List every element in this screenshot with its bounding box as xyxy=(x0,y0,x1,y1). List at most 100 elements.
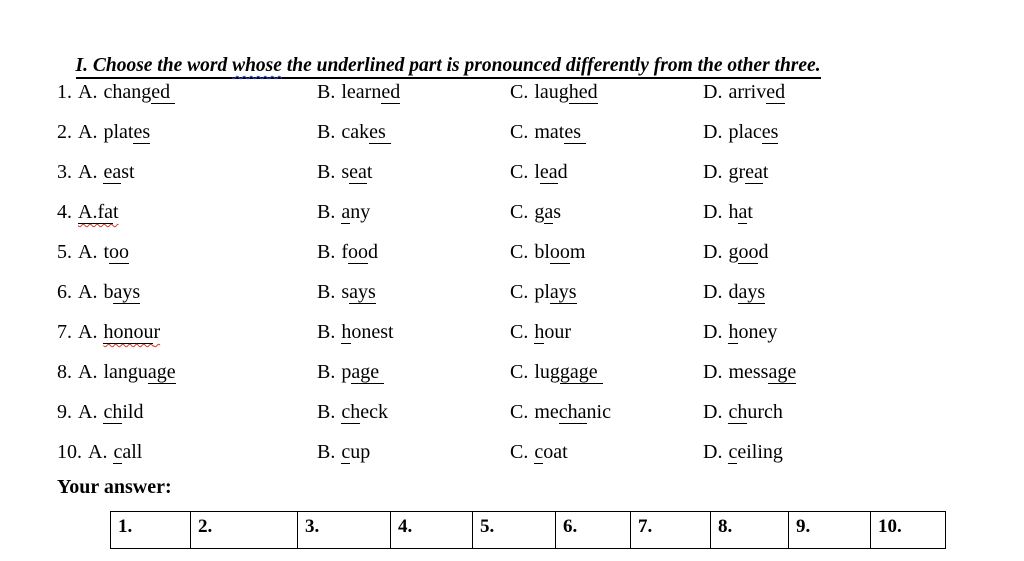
option-letter: C. xyxy=(510,120,529,143)
word-part: chang xyxy=(103,80,152,103)
option-letter: D. xyxy=(703,120,723,143)
word-part: pl xyxy=(534,281,550,304)
option-letter: B. xyxy=(317,281,336,304)
option-cell: C. lead xyxy=(510,160,703,184)
option-word: call xyxy=(113,441,142,465)
word-part: r xyxy=(153,321,161,344)
answer-cell[interactable]: 5. xyxy=(472,511,556,549)
option-cell: 3. A. east xyxy=(57,160,317,184)
word-part: t xyxy=(112,200,119,223)
underlined-part: c xyxy=(341,441,351,465)
option-letter: C. xyxy=(510,80,529,103)
underlined-part: a xyxy=(544,200,554,224)
option-cell: B. cup xyxy=(317,441,510,465)
underlined-part: c xyxy=(728,441,738,465)
question-row: 7. A. honour B. honest C. hour D. honey xyxy=(57,313,963,353)
option-letter: A. xyxy=(88,441,108,464)
option-word: ceiling xyxy=(728,441,783,465)
question-list: 1. A. changed B. learned C. laughed D. arrived 2… xyxy=(57,72,963,473)
option-letter: C. xyxy=(510,321,529,344)
answer-cell[interactable]: 2. xyxy=(190,511,298,549)
answer-cell[interactable]: 6. xyxy=(555,511,631,549)
question-number: 7. xyxy=(57,321,72,344)
word-part: ild xyxy=(122,401,144,424)
option-letter: B. xyxy=(317,321,336,344)
option-letter: D. xyxy=(703,80,723,103)
title-prefix: I. Choose the word xyxy=(75,55,233,76)
option-cell: C. laughed xyxy=(510,80,703,104)
underlined-part: ays xyxy=(738,281,766,305)
question-row: 5. A. too B. food C. bloom D. good xyxy=(57,232,963,272)
question-row: 10. A. call B. cup C. coat D. ceiling xyxy=(57,433,963,473)
option-cell: 1. A. changed xyxy=(57,80,317,104)
underlined-part: a xyxy=(738,200,748,224)
answer-cell[interactable]: 10. xyxy=(870,511,946,549)
option-letter: A. xyxy=(78,361,98,384)
option-word: too xyxy=(103,240,130,264)
option-cell: C. bloom xyxy=(510,240,703,264)
option-cell: D. church xyxy=(703,401,963,425)
option-cell: C. gas xyxy=(510,200,703,224)
answer-cell[interactable]: 8. xyxy=(710,511,789,549)
question-row: 2. A. plates B. cakes C. mates D. places xyxy=(57,112,963,152)
underlined-part: ays xyxy=(349,281,376,305)
option-word: check xyxy=(341,401,388,425)
option-letter: A. xyxy=(78,401,98,424)
option-letter: A. xyxy=(78,321,98,344)
option-cell: 10. A. call xyxy=(57,441,317,465)
option-letter: C. xyxy=(510,281,529,304)
word-part: plat xyxy=(103,120,134,143)
underlined-part: ch xyxy=(103,401,123,425)
underlined-part: es xyxy=(761,120,779,144)
option-letter: A. xyxy=(78,120,98,143)
option-word: hat xyxy=(728,200,753,224)
word-part: lug xyxy=(534,361,560,384)
word-part: d xyxy=(368,240,379,263)
word-part: d xyxy=(728,281,739,304)
word-part: eiling xyxy=(737,441,783,464)
word-part: g xyxy=(728,240,739,263)
option-word: honest xyxy=(341,321,394,345)
option-letter: A. xyxy=(78,80,98,103)
question-row: 4. A.fat B. any C. gas D. hat xyxy=(57,192,963,232)
option-cell: D. hat xyxy=(703,200,963,224)
answer-cell[interactable]: 4. xyxy=(390,511,473,549)
word-part: nic xyxy=(586,401,611,424)
option-word: says xyxy=(341,281,376,305)
word-part: ny xyxy=(350,200,371,223)
answer-cell[interactable]: 9. xyxy=(788,511,871,549)
option-letter: C. xyxy=(510,401,529,424)
option-word: hour xyxy=(534,321,571,345)
option-word: food xyxy=(341,240,379,264)
word-part: p xyxy=(341,361,352,384)
answer-cell[interactable]: 3. xyxy=(297,511,391,549)
option-word: arrived xyxy=(728,80,786,104)
option-letter: D. xyxy=(703,281,723,304)
question-row: 3. A. east B. seat C. lead D. great xyxy=(57,152,963,192)
word-part: t xyxy=(103,240,110,263)
underlined-part: A.fa xyxy=(78,200,113,224)
word-part: oney xyxy=(738,321,778,344)
option-letter: D. xyxy=(703,401,723,424)
option-cell: B. cakes xyxy=(317,120,510,144)
underlined-part: c xyxy=(534,441,544,465)
word-part: t xyxy=(366,160,373,183)
title-suffix: the underlined part is pronounced differ… xyxy=(281,55,821,76)
option-letter: B. xyxy=(317,120,336,143)
word-part: s xyxy=(341,281,350,304)
option-word: learned xyxy=(341,80,401,104)
underlined-part: ed xyxy=(151,80,176,104)
question-number: 1. xyxy=(57,80,72,103)
answer-cell[interactable]: 1. xyxy=(110,511,191,549)
option-cell: 4. A.fat xyxy=(57,200,317,224)
underlined-part: c xyxy=(113,441,123,465)
option-cell: B. food xyxy=(317,240,510,264)
answer-cell[interactable]: 7. xyxy=(630,511,711,549)
option-cell: D. good xyxy=(703,240,963,264)
question-row: 6. A. bays B. says C. plays D. days xyxy=(57,272,963,312)
underlined-part: ch xyxy=(728,401,748,425)
underlined-part: hed xyxy=(568,80,598,104)
option-cell: C. luggage xyxy=(510,361,703,385)
option-cell: 6. A. bays xyxy=(57,281,317,305)
underlined-part: gage xyxy=(559,361,603,385)
